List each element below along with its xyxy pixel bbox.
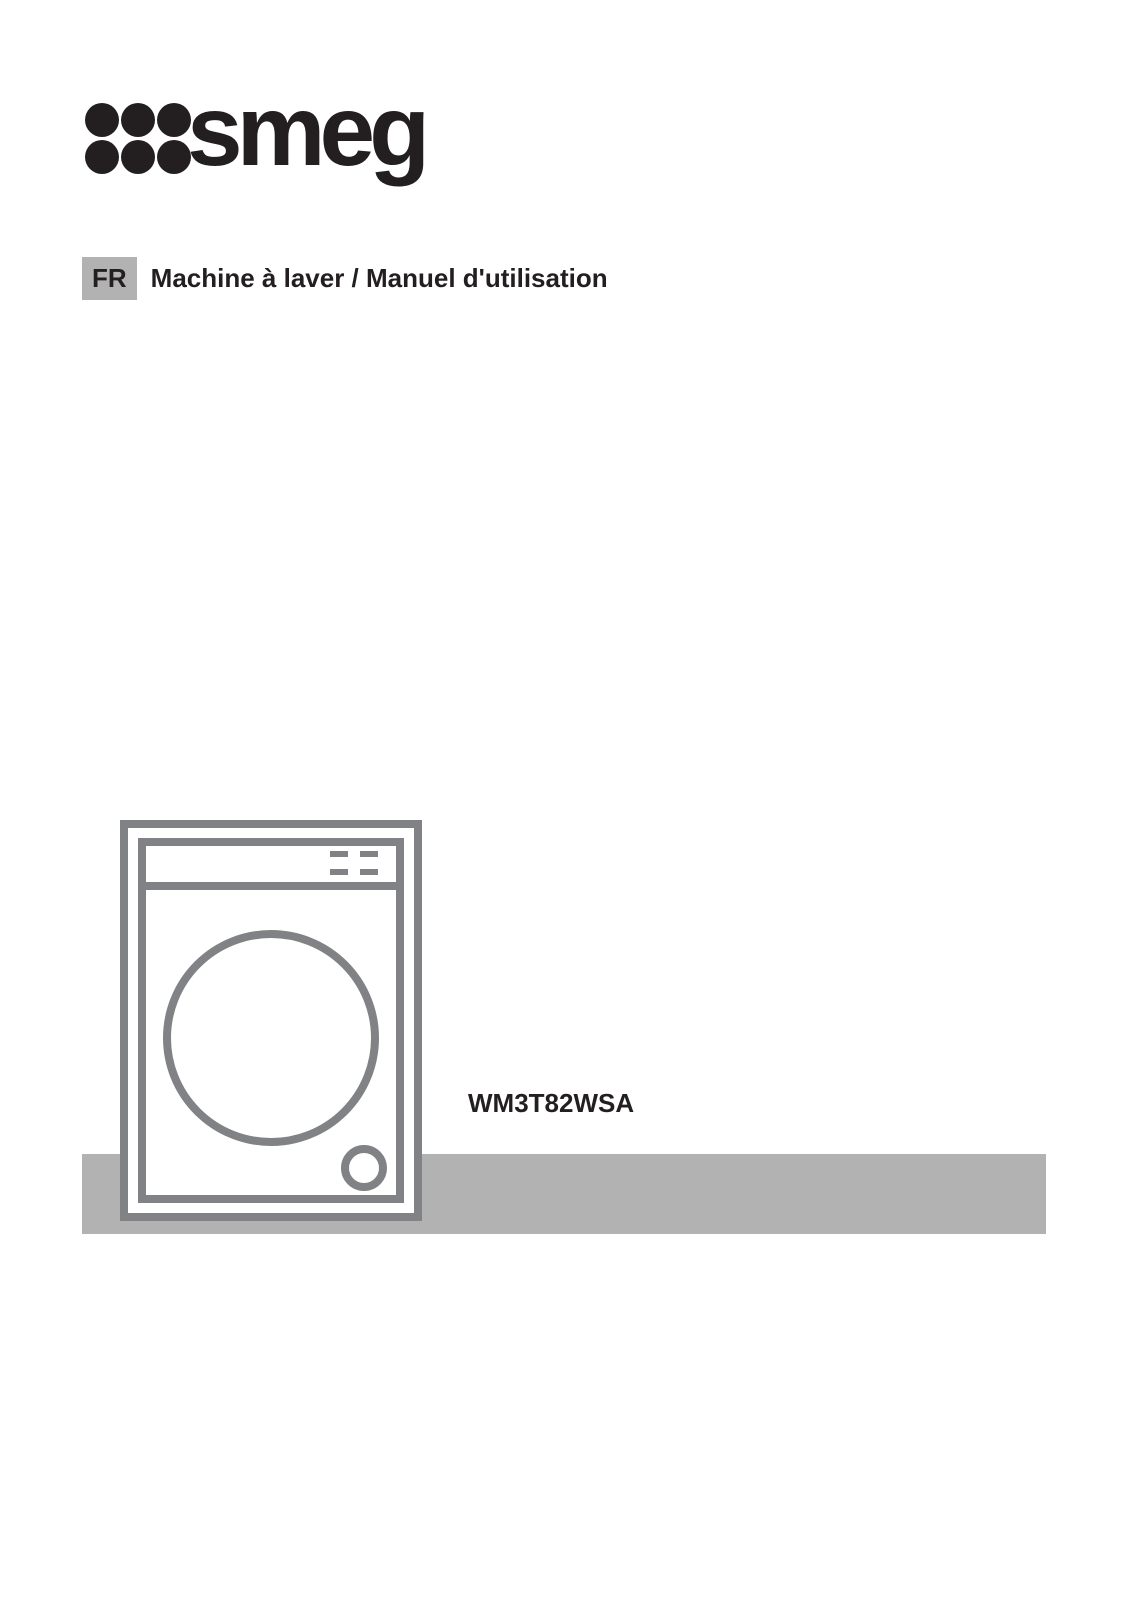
model-number: WM3T82WSA [468, 1088, 634, 1119]
brand-wordmark: smeg [187, 85, 424, 187]
brand-logo: smeg [82, 85, 482, 202]
washer-illustration [120, 820, 422, 1226]
language-badge: FR [82, 257, 137, 300]
washer-svg [120, 820, 422, 1221]
manual-cover-page: smeg FR Machine à laver / Manuel d'utili… [0, 0, 1128, 1601]
smeg-logo-svg: smeg [82, 85, 482, 197]
document-title: Machine à laver / Manuel d'utilisation [151, 263, 608, 294]
language-title-row: FR Machine à laver / Manuel d'utilisatio… [82, 257, 608, 300]
